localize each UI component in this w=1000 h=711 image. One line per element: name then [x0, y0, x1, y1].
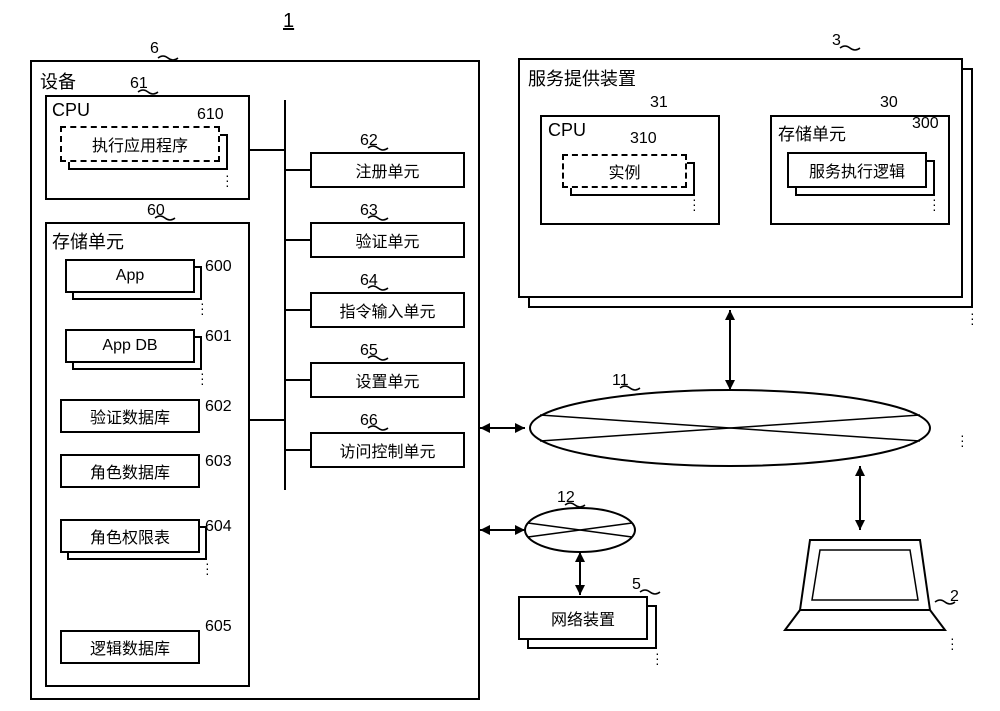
- sp-instance-label: 实例: [608, 159, 640, 183]
- ref-11: 11: [612, 372, 629, 390]
- unit-62: 注册单元: [310, 152, 465, 188]
- ref-604: 604: [205, 518, 232, 536]
- unit-66-label: 访问控制单元: [339, 438, 435, 462]
- storage-item-4-label: 角色权限表: [90, 524, 170, 548]
- diagram-stage: 1 6 设备: [0, 0, 1000, 711]
- ref-310: 310: [630, 130, 657, 148]
- unit-62-label: 注册单元: [355, 158, 419, 182]
- device-storage-title: 存储单元: [52, 228, 124, 254]
- unit-65-label: 设置单元: [355, 368, 419, 392]
- storage-item-2: 验证数据库: [60, 399, 200, 433]
- ref-63: 63: [360, 202, 378, 220]
- device-title: 设备: [40, 68, 76, 94]
- ref-3: 3: [832, 32, 841, 50]
- ref-2: 2: [950, 588, 959, 606]
- sp-instance: 实例: [562, 154, 687, 188]
- storage-item-3-label: 角色数据库: [90, 459, 170, 483]
- sp-logic: 服务执行逻辑: [787, 152, 927, 188]
- ref-300: 300: [912, 115, 939, 133]
- storage-item-5: 逻辑数据库: [60, 630, 200, 664]
- ref-60: 60: [147, 202, 165, 220]
- service-provider-title: 服务提供装置: [528, 65, 636, 91]
- unit-63-label: 验证单元: [355, 228, 419, 252]
- unit-65: 设置单元: [310, 362, 465, 398]
- main-ref: 1: [283, 10, 294, 33]
- storage-item-2-label: 验证数据库: [90, 404, 170, 428]
- storage-item-0-label: App: [116, 267, 144, 285]
- ref-600: 600: [205, 258, 232, 276]
- ref-65: 65: [360, 342, 378, 360]
- ref-602: 602: [205, 398, 232, 416]
- sp-cpu-title: CPU: [548, 120, 586, 141]
- ref-5: 5: [632, 576, 641, 594]
- ref-603: 603: [205, 453, 232, 471]
- exec-app-label: 执行应用程序: [92, 132, 188, 156]
- unit-63: 验证单元: [310, 222, 465, 258]
- exec-app-box: 执行应用程序: [60, 126, 220, 162]
- storage-item-0: App: [65, 259, 195, 293]
- storage-item-1-label: App DB: [102, 337, 157, 355]
- ref-12: 12: [557, 489, 575, 507]
- ref-61: 61: [130, 75, 148, 93]
- sp-storage-title: 存储单元: [778, 120, 846, 145]
- ref-64: 64: [360, 272, 378, 290]
- device-cpu-title: CPU: [52, 100, 90, 121]
- network-device: 网络装置: [518, 596, 648, 640]
- ref-31: 31: [650, 94, 668, 112]
- storage-item-4: 角色权限表: [60, 519, 200, 553]
- ref-605: 605: [205, 618, 232, 636]
- ref-601: 601: [205, 328, 232, 346]
- ref-30: 30: [880, 94, 898, 112]
- unit-64-label: 指令输入单元: [339, 298, 435, 322]
- unit-66: 访问控制单元: [310, 432, 465, 468]
- ref-610: 610: [197, 106, 224, 124]
- ref-6: 6: [150, 40, 159, 58]
- unit-64: 指令输入单元: [310, 292, 465, 328]
- storage-item-5-label: 逻辑数据库: [90, 635, 170, 659]
- network-device-label: 网络装置: [551, 606, 615, 630]
- storage-item-1: App DB: [65, 329, 195, 363]
- ref-66: 66: [360, 412, 378, 430]
- sp-logic-label: 服务执行逻辑: [809, 158, 905, 182]
- storage-item-3: 角色数据库: [60, 454, 200, 488]
- ref-62: 62: [360, 132, 378, 150]
